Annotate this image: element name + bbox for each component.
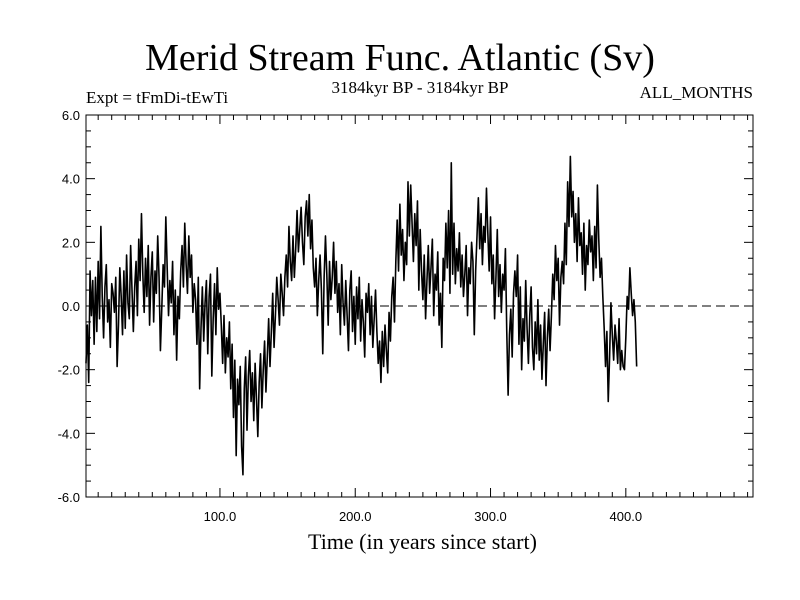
axis-ticks: [86, 114, 753, 498]
data-series-line: [85, 155, 638, 476]
y-tick-label: -4.0: [58, 426, 80, 441]
x-tick-label: 200.0: [339, 509, 372, 524]
y-tick-label: -6.0: [58, 490, 80, 505]
x-tick-label: 300.0: [474, 509, 507, 524]
y-tick-label: -2.0: [58, 363, 80, 378]
axis-tick-labels: -6.0 -4.0 -2.0 0.0 2.0 4.0 6.0 100.0 200.0 300.0 4…: [58, 108, 643, 524]
plot-frame: [85, 114, 754, 498]
chart-title: Merid Stream Func. Atlantic (Sv): [145, 37, 655, 79]
months-label: ALL_MONTHS: [639, 83, 753, 102]
y-tick-label: 0.0: [62, 299, 80, 314]
y-tick-label: 6.0: [62, 108, 80, 123]
x-axis-title: Time (in years since start): [308, 529, 537, 554]
y-tick-label: 4.0: [62, 172, 80, 187]
experiment-label: Expt = tFmDi-tEwTi: [86, 88, 229, 107]
x-tick-label: 100.0: [204, 509, 237, 524]
x-tick-label: 400.0: [610, 509, 643, 524]
y-tick-label: 2.0: [62, 235, 80, 250]
period-label: 3184kyr BP - 3184kyr BP: [331, 78, 509, 97]
